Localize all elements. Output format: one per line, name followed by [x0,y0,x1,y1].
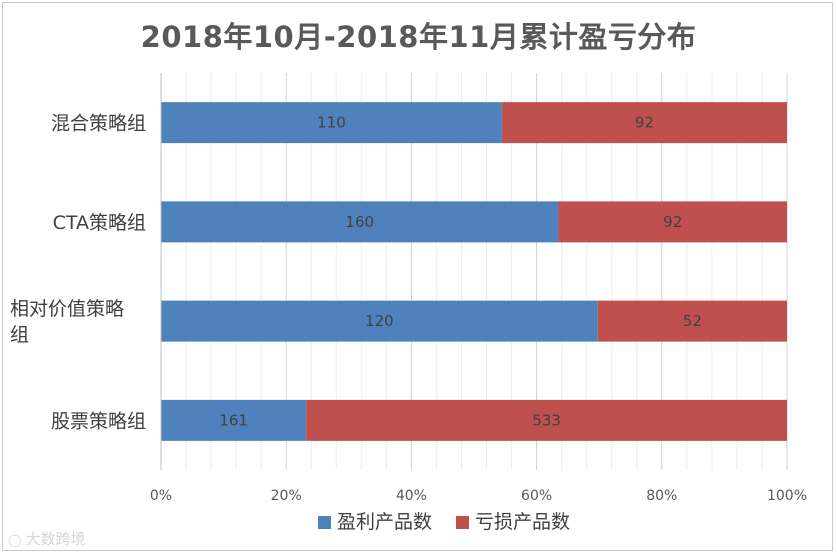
data-label: 533 [532,411,561,429]
legend-swatch [456,516,469,529]
x-tick-label: 60% [521,488,552,504]
x-tick-label: 40% [396,488,427,504]
bar-segment [161,201,559,243]
category-label: 混合策略组 [51,113,146,135]
category-label: 相对价值策略 [10,298,124,320]
x-tick-label: 100% [767,488,807,504]
legend-label: 亏损产品数 [475,511,570,533]
bar-segment [597,300,787,342]
category-label: 组 [10,324,29,346]
data-label: 92 [663,213,682,231]
data-label: 92 [635,114,654,132]
bar-segment [161,300,598,342]
bar-segment [161,102,502,144]
legend-swatch [318,516,331,529]
bar-segment [306,399,787,441]
bar-segment [501,102,787,144]
watermark-text: 大数跨境 [25,530,86,548]
data-label: 52 [683,312,702,330]
x-tick-label: 20% [271,488,302,504]
legend-label: 盈利产品数 [337,511,432,533]
category-label: 股票策略组 [51,410,146,432]
data-label: 160 [345,213,374,231]
category-label: CTA策略组 [53,212,146,234]
watermark: ◯ 大数跨境 [8,528,85,549]
bar-segment [161,399,307,441]
data-label: 110 [317,114,346,132]
data-label: 120 [365,312,394,330]
x-tick-label: 80% [646,488,677,504]
brand-logo-icon: ◯ [8,533,22,547]
chart-title: 2018年10月-2018年11月累计盈亏分布 [140,20,697,54]
data-label: 161 [219,411,248,429]
x-tick-label: 0% [150,488,172,504]
bar-segment [558,201,787,243]
